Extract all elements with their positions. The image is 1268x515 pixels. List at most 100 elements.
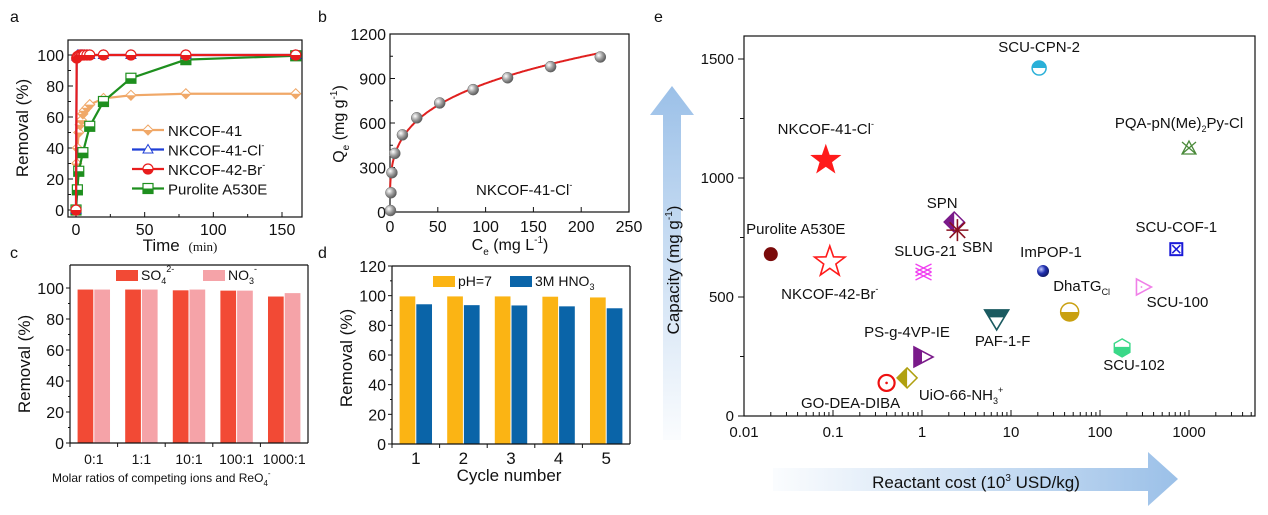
label-sup: - [871, 119, 874, 129]
legend-marker-fill [143, 130, 153, 135]
panel-e-ytick-label: 500 [709, 289, 734, 306]
panel-a-xlabel-main: Time [143, 236, 180, 255]
panel-d-bar-a [447, 296, 463, 444]
panel-d-ytick-label: 120 [359, 259, 386, 276]
panel-e-point: UiO-66-NH3+ [896, 366, 1003, 406]
panel-label-c: c [10, 245, 18, 262]
label-part: NKCOF-41-Cl [778, 121, 871, 138]
label-part: Purolite A530E [746, 221, 845, 238]
panel-a-point-fill [72, 189, 83, 195]
circle-dot-center [885, 381, 888, 385]
hash-stroke [915, 267, 932, 277]
panel-a-point-fill [71, 210, 81, 215]
panel-b-data-point [501, 72, 514, 84]
panel-c-ytick-label: 20 [46, 405, 64, 422]
square-x-cross [1171, 244, 1181, 254]
triangle-dot [1140, 286, 1143, 288]
legend-marker-fill [143, 169, 153, 174]
legend-sup: - [261, 141, 264, 151]
asterisk-stroke [949, 221, 966, 239]
label-sup: + [998, 385, 1003, 395]
panel-e-ytick-label: 0 [726, 408, 734, 425]
panel-e-point-label: SCU-100 [1147, 294, 1209, 311]
panel-d-xtick-label: 3 [506, 449, 515, 468]
panel-e-point: NKCOF-41-Cl- [778, 119, 874, 174]
panel-e-point: Purolite A530E [746, 221, 845, 262]
panel-a-kinetics-chart: 0 50 100 150 0 20 40 60 80 100 NKCOF-41NKCOF-41-C… [13, 39, 303, 255]
panel-b-xlabel: Ce (mg L-1) [472, 235, 549, 258]
label-part: SCU-100 [1147, 294, 1209, 311]
panel-e-point-label: DhaTGCl [1053, 278, 1110, 297]
label-part: SPN [927, 195, 958, 212]
label-part: PQA-pN(Me) [1115, 115, 1202, 132]
diamond-fill [944, 212, 955, 233]
panel-e-point: SCU-100 [1135, 277, 1209, 311]
label-part: PS-g-4VP-IE [864, 324, 950, 341]
hash-stroke [915, 263, 932, 273]
panel-d-xtick-label: 2 [459, 449, 468, 468]
panel-a-ylabel: Removal (%) [13, 79, 32, 177]
legend-main: NO [228, 267, 249, 283]
panel-c-bar-a [77, 289, 94, 443]
panel-b-data-point [389, 147, 401, 160]
legend-label: SO42- [141, 264, 174, 286]
panel-d-ytick-label: 40 [368, 378, 386, 395]
triangle-right-fill [914, 346, 922, 367]
panel-b-data-point [433, 97, 446, 109]
legend-sup: - [262, 160, 265, 170]
legend-sub: 3 [249, 276, 254, 286]
panel-c-ylabel: Removal (%) [15, 315, 34, 413]
panel-e-xtick-label: 1 [918, 424, 926, 441]
panel-c-bar-a [172, 290, 189, 443]
panel-a-point-fill [84, 55, 95, 60]
panel-d-bar-a [494, 296, 511, 444]
panel-b-data-point [396, 129, 409, 141]
panel-a-point-fill [180, 93, 191, 99]
panel-a-ytick-label: 100 [37, 48, 64, 65]
label-part: SLUG-21 [894, 243, 957, 260]
panel-label-e: e [654, 9, 663, 26]
legend-main: pH=7 [458, 273, 492, 289]
panel-e-point: SCU-CPN-2 [998, 39, 1080, 76]
panel-b-data-point [386, 166, 398, 179]
panel-b-xtick-label: 250 [616, 219, 643, 236]
panel-d-ytick-label: 60 [368, 348, 386, 365]
panel-e-xlabel: Reactant cost (103 USD/kg) [872, 473, 1080, 492]
label-part: SCU-COF-1 [1135, 219, 1217, 236]
panel-e-point-label: SCU-COF-1 [1135, 219, 1217, 236]
label-part: DhaTG [1053, 278, 1101, 295]
label-part: NKCOF-42-Br [781, 286, 875, 303]
legend-swatch [433, 276, 455, 287]
panel-a-xtick-label: 100 [200, 222, 227, 239]
panel-e-ytick-label: 1000 [701, 170, 734, 187]
panel-e-point-label: SCU-CPN-2 [998, 39, 1080, 56]
panel-d-ytick-label: 80 [368, 318, 386, 335]
panel-b-data-point [385, 186, 397, 199]
legend-swatch [203, 270, 225, 281]
panel-e-xtick-label: 0.01 [729, 424, 758, 441]
panel-c-xtick-label: 1:1 [132, 451, 152, 467]
panel-label-d: d [318, 245, 327, 262]
panel-a-xtick-label: 0 [72, 222, 81, 239]
legend-sub: 3 [589, 282, 594, 292]
panel-label-a: a [10, 9, 19, 26]
panel-b-data-point [467, 83, 479, 96]
panel-e-point: PQA-pN(Me)2Py-Cl [1115, 115, 1243, 155]
panel-e-point-label: SCU-102 [1103, 357, 1165, 374]
panel-e-point: PS-g-4VP-IE [864, 324, 950, 369]
hash-stroke [915, 271, 932, 281]
legend-label: pH=7 [458, 273, 492, 289]
panel-e-point-label: GO-DEA-DIBA [801, 395, 900, 412]
label-sub: 2 [1202, 124, 1207, 134]
capacity-arrow [650, 86, 694, 440]
panel-a-ytick-label: 60 [46, 110, 64, 127]
legend-swatch [510, 276, 532, 287]
panel-e-point-label: SPN [927, 195, 958, 212]
panel-a-point-fill [180, 55, 191, 60]
legend-sup: - [254, 264, 257, 274]
panel-a-xlabel-unit: (min) [189, 239, 218, 254]
star-marker [810, 143, 842, 174]
label-sub: Cl [1102, 287, 1111, 297]
panel-e-point: GO-DEA-DIBA [801, 373, 900, 412]
